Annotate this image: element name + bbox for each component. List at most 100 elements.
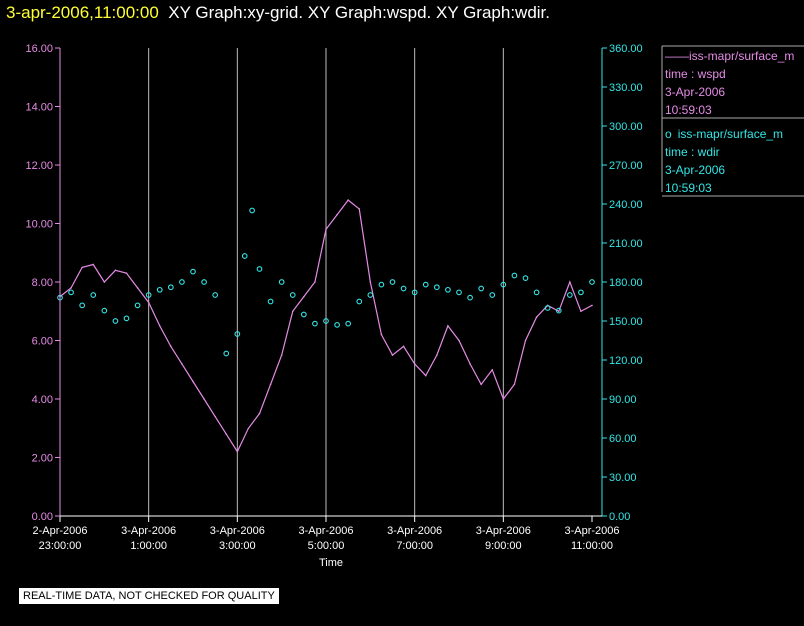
wdir-point-2 <box>79 302 86 309</box>
wdir-point-43 <box>522 275 529 281</box>
wspd-point-20 <box>280 354 283 356</box>
y-right-tick-label-3: 90.00 <box>609 394 637 406</box>
legend-0-field: time : wspd <box>665 67 726 81</box>
x-tick-label-time-0: 23:00:00 <box>39 540 82 552</box>
wspd-point-25 <box>336 213 338 216</box>
wdir-point-41 <box>500 281 507 288</box>
legend-0-series: ——iss-mapr/surface_m <box>665 49 794 63</box>
y-left-tick-label-8: 16.00 <box>25 43 53 55</box>
wdir-point-37 <box>456 289 462 296</box>
x-axis-label: Time <box>319 557 343 569</box>
wdir-point-14 <box>212 292 219 298</box>
wdir-point-40 <box>489 292 496 298</box>
wspd-point-32 <box>413 363 416 365</box>
y-right-tick-label-0: 0.00 <box>609 511 630 523</box>
wdir-point-16 <box>234 331 241 337</box>
wdir-point-33 <box>411 289 418 296</box>
x-tick-label-date-4: 3-Apr-2006 <box>387 525 442 537</box>
y-right-tick-label-12: 360.00 <box>609 43 643 55</box>
wdir-point-44 <box>533 289 540 296</box>
wdir-point-3 <box>90 292 97 298</box>
wdir-point-5 <box>112 318 119 324</box>
y-left-tick-label-5: 10.00 <box>25 219 53 231</box>
wspd-point-11 <box>181 363 183 365</box>
wspd-point-40 <box>502 398 505 400</box>
wspd-point-13 <box>203 398 205 400</box>
wspd-point-6 <box>125 272 128 275</box>
legend-0-symbol: —— <box>665 49 689 63</box>
wspd-point-18 <box>258 412 261 415</box>
quality-disclaimer: REAL-TIME DATA, NOT CHECKED FOR QUALITY <box>19 588 279 604</box>
wspd-point-35 <box>447 325 449 327</box>
y-left-tick-label-6: 12.00 <box>25 160 53 172</box>
wdir-point-32 <box>400 285 407 292</box>
x-tick-label-time-4: 7:00:00 <box>396 540 433 552</box>
y-right-tick-label-1: 30.00 <box>609 472 637 484</box>
wspd-point-3 <box>92 263 95 266</box>
wdir-point-9 <box>156 286 163 293</box>
wdir-point-28 <box>356 298 363 305</box>
wspd-point-36 <box>458 339 460 342</box>
wdir-point-30 <box>378 281 385 288</box>
legend-1-time: 10:59:03 <box>665 181 712 195</box>
wspd-point-15 <box>225 433 228 435</box>
wspd-point-47 <box>580 310 582 313</box>
wspd-point-43 <box>535 316 538 318</box>
y-right-tick-label-7: 210.00 <box>609 238 643 250</box>
wdir-point-26 <box>334 322 340 328</box>
wspd-point-1 <box>70 287 72 289</box>
wdir-point-34 <box>422 281 429 288</box>
y-right-tick-label-10: 300.00 <box>609 121 643 133</box>
legend-0-time: 10:59:03 <box>665 103 712 117</box>
legend-1-series-name: iss-mapr/surface_m <box>678 127 783 141</box>
wspd-point-42 <box>524 339 527 342</box>
x-tick-label-date-6: 3-Apr-2006 <box>564 525 619 537</box>
y-left-tick-label-0: 0.00 <box>32 511 53 523</box>
wspd-point-14 <box>214 415 216 418</box>
wdir-point-36 <box>445 286 451 293</box>
wspd-point-8 <box>147 301 150 304</box>
x-tick-label-date-2: 3-Apr-2006 <box>210 525 265 537</box>
wspd-point-12 <box>192 380 194 383</box>
wspd-point-24 <box>325 228 327 231</box>
wdir-point-27 <box>345 320 352 327</box>
wspd-point-27 <box>358 208 361 210</box>
y-right-tick-label-9: 270.00 <box>609 160 643 172</box>
y-right-tick-label-5: 150.00 <box>609 316 643 328</box>
wdir-point-18 <box>249 207 255 214</box>
wdir-point-12 <box>190 268 196 275</box>
wdir-point-19 <box>256 266 263 272</box>
wdir-point-10 <box>167 284 174 291</box>
wspd-point-38 <box>480 383 482 386</box>
wspd-point-4 <box>103 281 106 283</box>
wspd-point-9 <box>158 325 161 327</box>
y-right-tick-label-2: 60.00 <box>609 433 637 445</box>
title-graph-list: XY Graph:xy-grid. XY Graph:wspd. XY Grap… <box>168 3 551 22</box>
wdir-point-17 <box>241 253 248 259</box>
wdir-point-13 <box>201 279 207 285</box>
wspd-point-23 <box>314 281 316 283</box>
wspd-point-30 <box>391 354 394 356</box>
wdir-point-20 <box>267 298 274 305</box>
wdir-point-21 <box>278 279 285 285</box>
wdir-point-15 <box>223 350 230 357</box>
legend-0-date: 3-Apr-2006 <box>665 85 725 99</box>
wdir-point-23 <box>300 311 307 318</box>
wspd-point-17 <box>247 427 250 430</box>
y-right-tick-label-6: 180.00 <box>609 277 643 289</box>
wdir-point-1 <box>68 289 74 296</box>
legend-0-series-name: iss-mapr/surface_m <box>689 49 794 63</box>
legend-1-date: 3-Apr-2006 <box>665 163 725 177</box>
wdir-point-29 <box>367 292 374 298</box>
wdir-point-8 <box>145 292 152 298</box>
x-tick-label-time-1: 1:00:00 <box>130 540 167 552</box>
wdir-point-31 <box>389 279 396 285</box>
y-left-tick-label-2: 4.00 <box>32 394 53 406</box>
y-right-tick-label-11: 330.00 <box>609 82 643 94</box>
wdir-point-49 <box>589 279 595 285</box>
graph-title-bar: 3-apr-2006,11:00:00 XY Graph:xy-grid. XY… <box>6 3 550 23</box>
wspd-point-46 <box>569 281 571 283</box>
y-right-tick-label-4: 120.00 <box>609 355 643 367</box>
